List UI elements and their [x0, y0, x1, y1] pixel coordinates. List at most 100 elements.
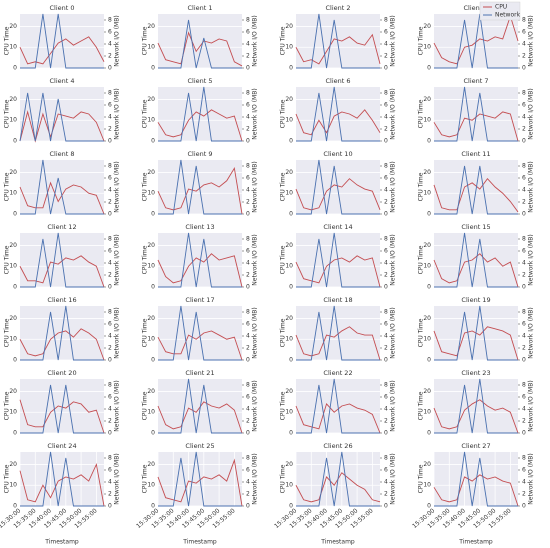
y-axis-label: CPU Time — [418, 318, 425, 347]
legend-label: Network — [495, 12, 521, 19]
y2-tick-label: 4 — [384, 41, 388, 48]
y-axis-label: CPU Time — [142, 26, 149, 55]
y2-tick-label: 2 — [108, 272, 112, 279]
plot-background — [20, 379, 104, 433]
y2-tick-label: 4 — [246, 479, 250, 486]
y2-tick-label: 2 — [246, 491, 250, 498]
plot-background — [158, 14, 242, 68]
y2-tick-label: 0 — [108, 65, 112, 72]
y2-tick-label: 2 — [522, 53, 526, 60]
y-tick-label: 10 — [9, 409, 17, 416]
y2-tick-label: 0 — [384, 503, 388, 510]
y2-tick-label: 6 — [108, 321, 112, 328]
y-tick-label: 10 — [147, 190, 155, 197]
y2-axis-label: Network I/O (MB) — [114, 15, 121, 66]
y2-tick-label: 6 — [108, 467, 112, 474]
x-axis-label: Timestamp — [44, 539, 79, 546]
series-line — [296, 451, 380, 507]
y-tick-label: 0 — [427, 503, 431, 510]
y2-axis-label: Network I/O (MB) — [390, 453, 397, 504]
plot-background — [434, 233, 518, 287]
y2-tick-label: 0 — [246, 138, 250, 145]
y-tick-label: 10 — [147, 336, 155, 343]
y-tick-label: 20 — [423, 23, 431, 30]
y-axis-label: CPU Time — [418, 99, 425, 128]
series-line — [296, 378, 380, 434]
series-line — [20, 451, 104, 507]
series-line — [433, 399, 519, 434]
x-axis-label: Timestamp — [320, 539, 355, 546]
y2-tick-label: 4 — [522, 479, 526, 486]
y2-tick-label: 4 — [384, 260, 388, 267]
y-axis-label: CPU Time — [280, 245, 287, 274]
y2-tick-label: 2 — [384, 53, 388, 60]
y2-tick-label: 0 — [246, 430, 250, 437]
series-line — [20, 384, 104, 434]
y-tick-label: 0 — [427, 65, 431, 72]
y-axis-label: CPU Time — [4, 245, 11, 274]
y2-tick-label: 6 — [246, 175, 250, 182]
y-tick-label: 0 — [151, 138, 155, 145]
y2-tick-label: 6 — [108, 102, 112, 109]
y-tick-label: 0 — [151, 211, 155, 218]
y2-tick-label: 2 — [384, 199, 388, 206]
series-line — [157, 253, 243, 288]
y2-tick-label: 4 — [246, 114, 250, 121]
panel-title: Client 13 — [185, 223, 214, 231]
y-tick-label: 20 — [147, 169, 155, 176]
series-line — [433, 474, 519, 507]
y2-tick-label: 0 — [522, 284, 526, 291]
plot-background — [434, 87, 518, 141]
y-tick-label: 0 — [289, 284, 293, 291]
y-tick-label: 0 — [289, 65, 293, 72]
y2-tick-label: 8 — [384, 309, 388, 316]
y2-tick-label: 2 — [246, 345, 250, 352]
panel-title: Client 14 — [323, 223, 352, 231]
series-line — [19, 92, 104, 142]
y2-tick-label: 2 — [108, 345, 112, 352]
panel-title: Client 17 — [185, 296, 214, 304]
y2-tick-label: 2 — [522, 491, 526, 498]
y-axis-label: CPU Time — [418, 245, 425, 274]
y2-axis-label: Network I/O (MB) — [390, 161, 397, 212]
panel-title: Client 7 — [463, 77, 488, 85]
y-tick-label: 0 — [151, 503, 155, 510]
y-axis-label: CPU Time — [4, 318, 11, 347]
y-tick-label: 20 — [9, 23, 17, 30]
y-tick-label: 20 — [285, 461, 293, 468]
y2-axis-label: Network I/O (MB) — [114, 161, 121, 212]
plot-background — [158, 160, 242, 214]
y-tick-label: 0 — [13, 211, 17, 218]
y-tick-label: 10 — [285, 190, 293, 197]
y2-axis-label: Network I/O (MB) — [528, 380, 535, 431]
series-line — [20, 13, 104, 69]
panel-title: Client 8 — [49, 150, 74, 158]
y2-tick-label: 8 — [108, 236, 112, 243]
series-line — [158, 378, 242, 434]
series-line — [158, 451, 242, 507]
y2-tick-label: 8 — [384, 455, 388, 462]
y2-tick-label: 4 — [108, 114, 112, 121]
y2-tick-label: 4 — [384, 406, 388, 413]
y-axis-label: CPU Time — [418, 172, 425, 201]
series-line — [295, 178, 381, 211]
y2-tick-label: 0 — [246, 503, 250, 510]
y2-axis-label: Network I/O (MB) — [528, 453, 535, 504]
y-tick-label: 10 — [147, 409, 155, 416]
y-tick-label: 10 — [423, 190, 431, 197]
panel-title: Client 21 — [185, 369, 214, 377]
y-tick-label: 0 — [151, 357, 155, 364]
y2-tick-label: 8 — [246, 382, 250, 389]
y2-axis-label: Network I/O (MB) — [390, 380, 397, 431]
y2-tick-label: 4 — [384, 114, 388, 121]
y-tick-label: 10 — [147, 263, 155, 270]
y2-tick-label: 0 — [522, 65, 526, 72]
y2-axis-label: Network I/O (MB) — [390, 15, 397, 66]
series-line — [434, 378, 518, 434]
y-tick-label: 0 — [427, 357, 431, 364]
y-tick-label: 20 — [9, 388, 17, 395]
y-axis-label: CPU Time — [280, 391, 287, 420]
panel-title: Client 9 — [187, 150, 212, 158]
y2-tick-label: 4 — [246, 333, 250, 340]
